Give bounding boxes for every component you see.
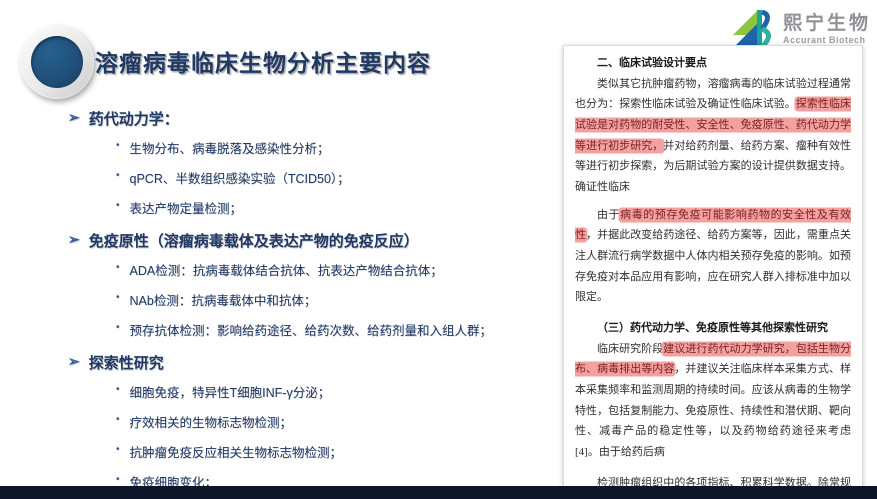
list-item: • 疗效相关的生物标志物检测； xyxy=(68,412,548,431)
list-item-label: ADA检测：抗病毒载体结合抗体、抗表达产物结合抗体； xyxy=(129,264,443,278)
logo-subtitle: Accurant Biotech xyxy=(782,34,866,45)
list-item-label: 预存抗体检测：影响给药途径、给药次数、给药剂量和入组人群； xyxy=(129,324,493,338)
list-item: • ADA检测：抗病毒载体结合抗体、抗表达产物结合抗体； xyxy=(68,260,548,279)
doc-text: 由于 xyxy=(597,208,621,221)
list-item-label: qPCR、半数组织感染实验（TCID50）； xyxy=(129,172,350,186)
doc-text: 临床研究阶段 xyxy=(597,342,664,355)
doc-paragraph: 类似其它抗肿瘤药物，溶瘤病毒的临床试验过程通常也分为：探索性临床试验及确证性临床… xyxy=(575,74,852,198)
doc-text: 二、临床试验设计要点 xyxy=(597,57,707,69)
doc-text: （三）药代动力学、免疫原性等其他探索性研究 xyxy=(597,322,828,335)
list-item-label: 抗肿瘤免疫反应相关生物标志物检测； xyxy=(129,446,343,460)
list-item: • 表达产物定量检测； xyxy=(68,198,548,217)
bullet-section-2: ➢ 探索性研究 • 细胞免疫，特异性T细胞INF-γ分泌； • 疗效相关的生物标志物检测；… xyxy=(68,352,548,499)
section-title: 药代动力学： xyxy=(88,111,179,128)
list-item-label: 生物分布、病毒脱落及感染性分析； xyxy=(129,142,330,156)
logo-name: 熙宁生物 xyxy=(782,12,871,34)
dot-bullet-icon: • xyxy=(116,414,120,425)
company-logo: 熙宁生物 Accurant Biotech xyxy=(730,8,871,50)
dot-bullet-icon: • xyxy=(116,384,120,395)
list-item: • 生物分布、病毒脱落及感染性分析； xyxy=(68,138,548,157)
dot-bullet-icon: • xyxy=(116,322,120,333)
list-item: • 抗肿瘤免疫反应相关生物标志物检测； xyxy=(68,442,548,461)
doc-text: ，并据此改变给药途径、给药方案等，因此，需重点关注人群流行病学数据中人体内相关预… xyxy=(575,229,852,304)
dot-bullet-icon: • xyxy=(116,140,120,151)
logo-text: 熙宁生物 Accurant Biotech xyxy=(783,14,871,45)
logo-mark-icon xyxy=(732,9,771,49)
bullet-content: ➢ 药代动力学： • 生物分布、病毒脱落及感染性分析； • qPCR、半数组织感染实验（T… xyxy=(68,108,548,499)
dot-bullet-icon: • xyxy=(116,444,120,455)
doc-paragraph: 检测肿瘤组织中的各项指标、积累科学数据。除常规检测外，鼓励监测分布、同时应关注活… xyxy=(575,473,851,489)
bullet-section-0: ➢ 药代动力学： • 生物分布、病毒脱落及感染性分析； • qPCR、半数组织感染实验（T… xyxy=(68,108,548,217)
section-title: 免疫原性（溶瘤病毒载体及表达产物的免疫反应） xyxy=(88,233,419,250)
doc-heading: （三）药代动力学、免疫原性等其他探索性研究 xyxy=(575,318,851,339)
doc-text: 并对给药剂量、给药方案、瘤种有效性等进行初步探索，为后期试验方案的设计提供数据支… xyxy=(575,139,852,194)
chevron-bullet-icon: ➢ xyxy=(68,231,80,247)
dot-bullet-icon: • xyxy=(116,170,120,181)
bullet-section-1: ➢ 免疫原性（溶瘤病毒载体及表达产物的免疫反应） • ADA检测：抗病毒载体结合抗体、… xyxy=(68,230,548,339)
doc-text: 类似其它抗肿瘤药物，溶瘤病毒的临床试验过程通常也分为：探索性临床试验及确证性临床… xyxy=(575,77,851,111)
doc-paragraph: 临床研究阶段建议进行药代动力学研究，包括生物分布、病毒排出等内容，并建议关注临床… xyxy=(575,339,852,463)
section-header: ➢ 探索性研究 xyxy=(68,352,548,373)
list-item: • 细胞免疫，特异性T细胞INF-γ分泌； xyxy=(68,382,548,401)
list-item: • qPCR、半数组织感染实验（TCID50）； xyxy=(68,168,548,187)
slide-badge xyxy=(20,25,94,99)
section-header: ➢ 免疫原性（溶瘤病毒载体及表达产物的免疫反应） xyxy=(68,230,548,251)
list-item-label: NAb检测：抗病毒载体中和抗体； xyxy=(129,294,317,308)
doc-paragraph: 由于病毒的预存免疫可能影响药物的安全性及有效性，并据此改变给药途径、给药方案等，… xyxy=(575,205,852,308)
doc-text: ，并建议关注临床样本采集方式、样本采集频率和监测周期的持续时间。应该从病毒的生物… xyxy=(575,363,851,459)
dot-bullet-icon: • xyxy=(116,200,120,211)
list-item-label: 表达产物定量检测； xyxy=(129,202,243,216)
list-item-label: 细胞免疫，特异性T细胞INF-γ分泌； xyxy=(129,386,331,400)
doc-heading: 二、临床试验设计要点 xyxy=(575,53,851,74)
reference-document-panel: 二、临床试验设计要点类似其它抗肿瘤药物，溶瘤病毒的临床试验过程通常也分为：探索性… xyxy=(563,45,863,490)
list-item: • NAb检测：抗病毒载体中和抗体； xyxy=(68,290,548,309)
page-title: 溶瘤病毒临床生物分析主要内容 xyxy=(95,50,431,76)
dot-bullet-icon: • xyxy=(116,292,120,303)
list-item-label: 疗效相关的生物标志物检测； xyxy=(129,416,293,430)
section-header: ➢ 药代动力学： xyxy=(68,108,548,129)
footer-bar xyxy=(0,486,877,499)
dot-bullet-icon: • xyxy=(116,474,120,485)
section-title: 探索性研究 xyxy=(88,355,164,372)
doc-text: 检测肿瘤组织中的各项指标、积累科学数据。除常规检测外，鼓励监测分布、同时应关注活… xyxy=(597,476,851,489)
slide-badge-circle-icon xyxy=(31,36,83,88)
list-item: • 预存抗体检测：影响给药途径、给药次数、给药剂量和入组人群； xyxy=(68,320,548,339)
chevron-bullet-icon: ➢ xyxy=(68,353,80,369)
chevron-bullet-icon: ➢ xyxy=(68,109,80,125)
dot-bullet-icon: • xyxy=(116,262,120,273)
